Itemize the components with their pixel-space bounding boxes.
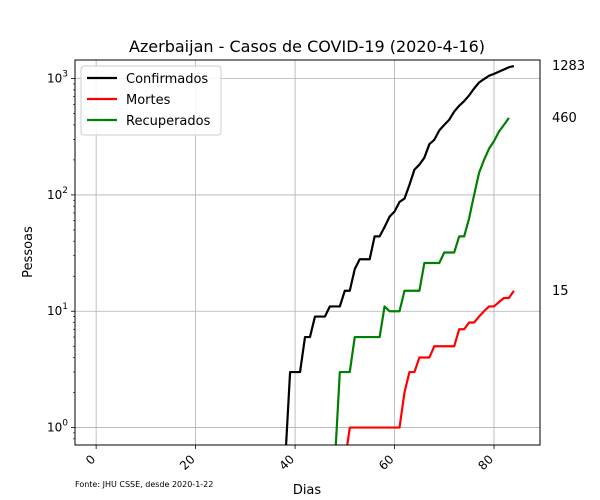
legend: Confirmados Mortes Recuperados xyxy=(80,65,222,136)
y-tick-label: 103 xyxy=(47,70,68,86)
source-note: Fonte: JHU CSSE, desde 2020-1-22 xyxy=(75,480,213,489)
series-line-confirmados xyxy=(284,64,515,445)
legend-label-mortes: Mortes xyxy=(126,93,171,108)
series-layer xyxy=(284,64,515,445)
y-tick-label: 102 xyxy=(47,186,68,202)
legend-label-recuperados: Recuperados xyxy=(126,114,211,129)
series-line-mortes xyxy=(346,290,515,445)
y-axis-label: Pessoas xyxy=(21,226,36,278)
series-line-recuperados xyxy=(334,117,510,445)
axes-frame xyxy=(74,59,541,446)
end-label-recuperados: 460 xyxy=(552,111,577,126)
end-labels: 1283 15 460 xyxy=(552,59,585,299)
end-label-confirmados: 1283 xyxy=(552,59,585,74)
y-tick-label: 100 xyxy=(47,419,68,435)
y-tick-label: 101 xyxy=(47,302,68,318)
chart-title: Azerbaijan - Casos de COVID-19 (2020-4-1… xyxy=(129,37,485,56)
x-axis-label: Dias xyxy=(293,483,322,498)
end-label-mortes: 15 xyxy=(552,284,569,299)
legend-box xyxy=(80,65,222,136)
legend-label-confirmados: Confirmados xyxy=(126,72,208,87)
